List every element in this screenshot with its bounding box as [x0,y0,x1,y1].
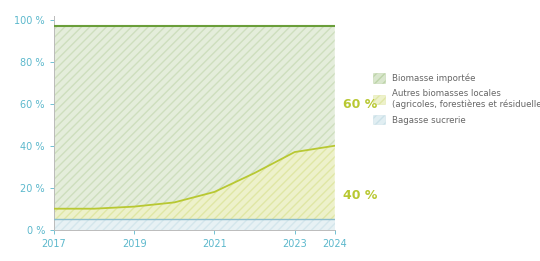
Text: 40 %: 40 % [343,189,377,202]
Text: 60 %: 60 % [343,98,377,111]
Legend: Biomasse importée, Autres biomasses locales
(agricoles, forestières et résiduell: Biomasse importée, Autres biomasses loca… [373,73,540,125]
